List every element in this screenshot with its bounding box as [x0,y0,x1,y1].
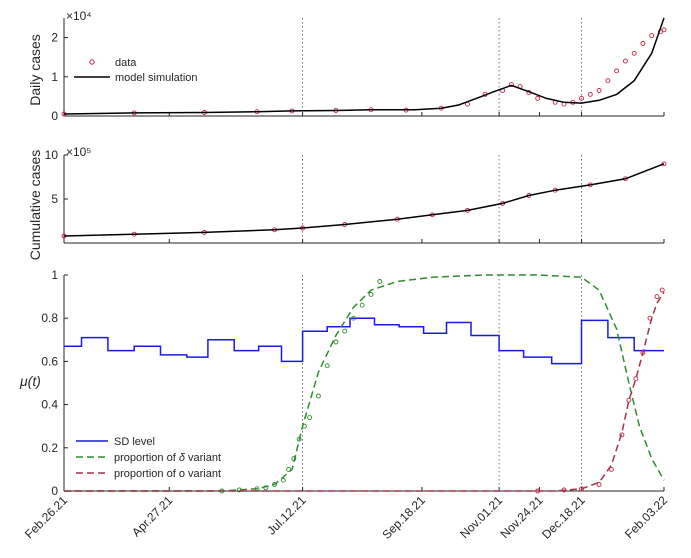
x-tick-label: Jul.12.21 [264,493,309,538]
data-point [307,415,313,421]
data-point [622,58,628,64]
data-point [324,363,330,369]
data-point [342,328,348,334]
data-point [296,436,302,442]
data-point [619,432,625,438]
legend-sd-label: SD level [114,436,155,448]
vertical-reference-lines [302,18,582,491]
data-point [633,376,639,382]
data-point [647,315,653,321]
legend-panel3: SD level proportion of δ variant proport… [76,436,221,480]
data-point [508,82,514,88]
legend-data-label: data [115,57,137,69]
data-point [535,488,541,494]
panel3-ytick-label: 1 [51,268,58,282]
data-point [649,33,655,39]
legend-data-marker [89,59,95,65]
x-tick-label: Dec.18.21 [539,493,588,542]
legend-model-label: model simulation [115,72,198,84]
data-point [280,477,286,483]
panel2-ytick-label: 10 [45,148,59,162]
legend-panel1: data model simulation [74,57,198,84]
panel1-ylabel: Daily cases [27,34,43,106]
panel1-ytick-label: 2 [51,31,58,45]
legend-omicron-label: proportion of o variant [114,468,221,480]
data-point [561,487,567,493]
data-point [579,95,584,101]
panel3-ylabel: μ(t) [19,373,41,389]
panel1-ytick-label: 1 [51,70,58,84]
x-tick-label: Feb.26.21 [22,493,70,541]
data-point [608,466,614,472]
legend-delta-suffix: variant [185,452,221,464]
data-point [535,95,541,101]
data-point [351,315,356,321]
panel2-ylabel: Cumulative cases [27,150,43,261]
data-point [631,50,637,56]
data-point [272,482,277,487]
series-line [63,163,665,237]
data-point [377,279,383,284]
x-tick-label: Feb.03.22 [622,493,670,541]
legend-delta-symbol: δ [179,452,186,464]
panel2-ytick-label: 5 [51,192,58,206]
panel3-ytick-label: 0.2 [41,441,58,455]
data-point [605,78,611,84]
data-point [315,393,321,399]
panel2-multiplier: ×10⁵ [66,145,91,159]
data-point [333,339,339,345]
data-point [236,487,242,493]
panel3-ytick-label: 0.8 [41,311,58,325]
data-point [640,41,646,46]
data-point [291,456,297,462]
data-point [596,482,602,487]
x-tick-label: Apr.27.21 [129,493,175,539]
data-point [596,88,602,93]
data-point [286,466,292,472]
data-point [579,486,584,492]
data-point [368,291,374,297]
data-point [301,423,307,429]
data-point [659,287,665,293]
data-point [587,91,593,97]
series-sd-level [64,317,664,365]
series [61,17,667,494]
data-point [263,485,269,491]
panel3-ytick-label: 0.4 [41,398,58,412]
x-tick-label: Nov.01.21 [457,493,505,541]
series-line [64,291,665,492]
data-point [640,350,646,356]
legend-delta-prefix: proportion of [114,452,179,464]
x-tick-label: Sep.18.21 [379,493,428,542]
legend-delta-label: proportion of δ variant [114,452,221,464]
data-point [614,68,620,74]
data-point [626,397,632,403]
data-point [359,302,365,308]
panel3-ytick-label: 0.6 [41,354,58,368]
panel3-ytick-label: 0 [51,484,58,498]
series-line [63,17,665,115]
data-point [661,27,667,33]
panel1-ytick-label: 0 [51,109,58,123]
panel1-multiplier: ×10⁴ [66,9,92,23]
x-tick-label: Nov.24.21 [498,493,546,541]
data-point [654,294,660,300]
